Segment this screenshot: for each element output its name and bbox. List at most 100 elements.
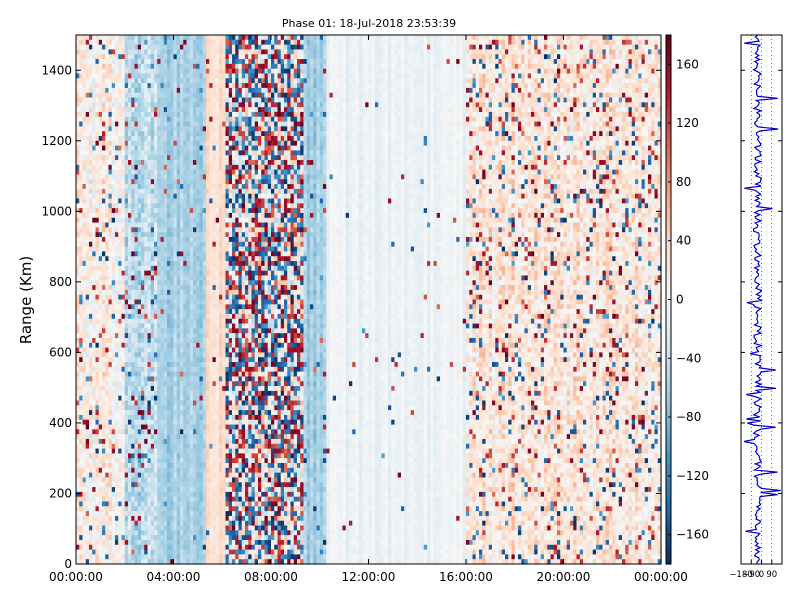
heatmap-cell <box>212 92 217 99</box>
heatmap-cell <box>199 549 204 555</box>
heatmap-cell <box>219 506 223 512</box>
heatmap-cell <box>95 179 100 185</box>
heatmap-cell <box>167 328 171 334</box>
heatmap-cell <box>157 342 162 349</box>
heatmap-cell <box>150 347 155 353</box>
heatmap-cell <box>206 453 210 459</box>
heatmap-cell <box>215 463 220 469</box>
heatmap-cell <box>98 150 103 156</box>
heatmap-cell <box>92 323 97 329</box>
heatmap-cell <box>180 265 184 272</box>
heatmap-cell <box>206 357 210 363</box>
heatmap-cell <box>95 362 100 368</box>
heatmap-cell <box>121 265 126 272</box>
heatmap-cell <box>157 184 162 190</box>
heatmap-cell <box>85 184 90 190</box>
heatmap-cell <box>128 160 132 166</box>
heatmap-cell <box>121 376 126 382</box>
heatmap-cell <box>212 116 217 123</box>
heatmap-cell <box>150 453 155 459</box>
heatmap-cell <box>219 511 223 517</box>
heatmap-cell <box>180 135 184 142</box>
heatmap-cell <box>154 333 158 339</box>
heatmap-cell <box>186 270 191 277</box>
heatmap-cell <box>85 294 90 301</box>
heatmap-cell <box>98 35 103 41</box>
heatmap-cell <box>98 39 103 46</box>
heatmap-cell <box>85 35 90 41</box>
heatmap-cell <box>154 184 158 190</box>
heatmap-cell <box>102 232 106 238</box>
heatmap-cell <box>141 174 145 180</box>
heatmap-cell <box>108 535 113 541</box>
heatmap-cell <box>89 203 93 209</box>
heatmap-cell <box>183 515 188 522</box>
heatmap-cell <box>134 337 139 344</box>
heatmap-cell <box>102 362 106 368</box>
heatmap-cell <box>206 294 210 301</box>
heatmap-cell <box>186 482 191 488</box>
heatmap-cell <box>209 222 214 228</box>
heatmap-cell <box>118 453 123 459</box>
heatmap-cell <box>176 434 181 440</box>
heatmap-cell <box>85 453 90 459</box>
heatmap-cell <box>102 227 106 233</box>
heatmap-cell <box>157 217 162 224</box>
heatmap-cell <box>85 520 90 527</box>
heatmap-cell <box>147 241 152 248</box>
heatmap-cell <box>137 246 142 253</box>
heatmap-cell <box>102 203 106 209</box>
heatmap-cell <box>89 525 93 531</box>
heatmap-cell <box>115 434 119 440</box>
heatmap-cell <box>121 424 126 430</box>
heatmap-cell <box>76 539 80 546</box>
heatmap-cell <box>167 400 171 406</box>
heatmap-cell <box>215 482 220 488</box>
heatmap-cell <box>183 376 188 382</box>
heatmap-cell <box>115 438 119 445</box>
heatmap-cell <box>76 140 80 147</box>
heatmap-cell <box>85 208 90 214</box>
heatmap-cell <box>199 164 204 171</box>
heatmap-cell <box>189 381 194 387</box>
heatmap-cell <box>134 294 139 301</box>
heatmap-cell <box>131 246 136 253</box>
heatmap-cell <box>154 309 158 315</box>
heatmap-cell <box>118 309 123 315</box>
heatmap-cell <box>199 539 204 546</box>
heatmap-cell <box>128 193 132 200</box>
heatmap-cell <box>176 487 181 493</box>
heatmap-cell <box>141 131 145 137</box>
heatmap-cell <box>95 63 100 70</box>
heatmap-cell <box>222 150 227 156</box>
heatmap-cell <box>157 357 162 363</box>
heatmap-cell <box>154 111 158 118</box>
heatmap-cell <box>150 487 155 493</box>
heatmap-cell <box>163 487 168 493</box>
heatmap-cell <box>115 559 119 565</box>
heatmap-cell <box>92 150 97 156</box>
heatmap-cell <box>209 160 214 166</box>
heatmap-cell <box>147 73 152 79</box>
heatmap-cell <box>167 342 171 349</box>
heatmap-cell <box>95 376 100 382</box>
heatmap-cell <box>131 68 136 75</box>
heatmap-cell <box>147 333 152 339</box>
heatmap-cell <box>147 198 152 204</box>
heatmap-cell <box>180 236 184 243</box>
heatmap-cell <box>215 294 220 301</box>
heatmap-cell <box>183 39 188 46</box>
heatmap-cell <box>98 419 103 426</box>
heatmap-cell <box>157 92 162 99</box>
heatmap-cell <box>144 275 149 281</box>
heatmap-cell <box>193 270 197 277</box>
heatmap-cell <box>209 390 214 397</box>
heatmap-cell <box>170 328 175 334</box>
heatmap-cell <box>170 352 175 358</box>
heatmap-cell <box>206 342 210 349</box>
heatmap-cell <box>85 246 90 253</box>
heatmap-cell <box>183 270 188 277</box>
heatmap-cell <box>108 145 113 152</box>
heatmap-cell <box>163 352 168 358</box>
heatmap-cell <box>121 371 126 378</box>
